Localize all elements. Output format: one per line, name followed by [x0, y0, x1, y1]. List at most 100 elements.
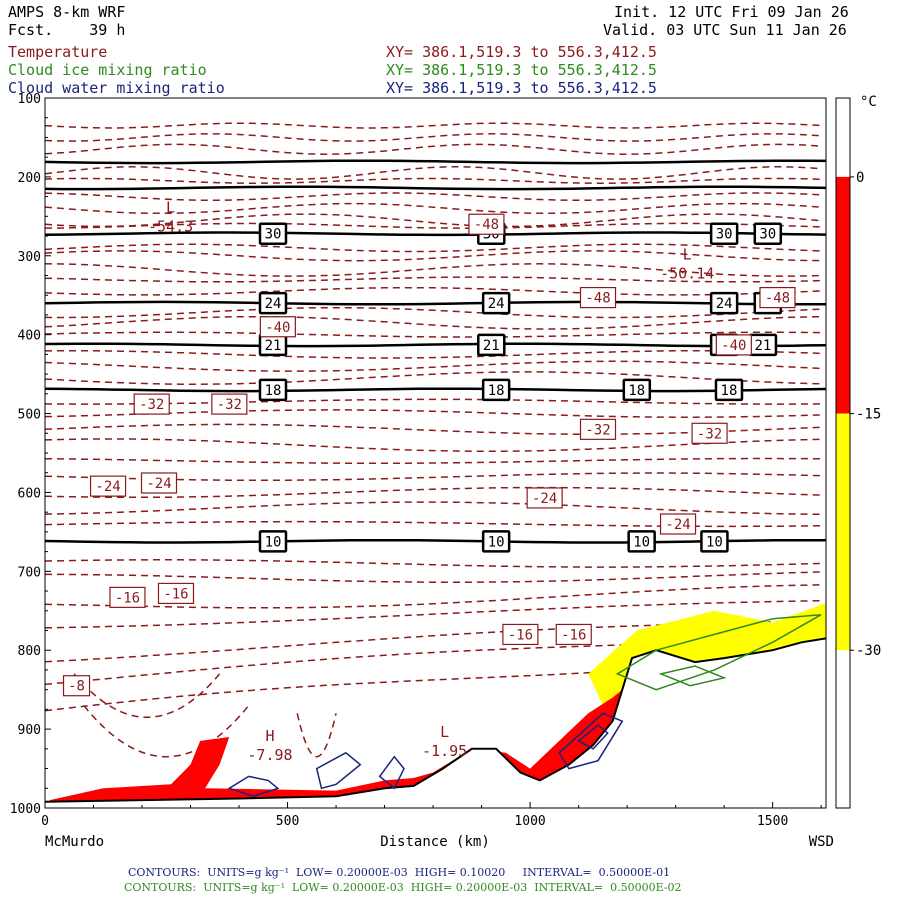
theta-label-text: 30 [265, 227, 282, 243]
forecast-hour-value: 39 h [89, 21, 126, 39]
theta-line-label: 18 [622, 378, 652, 402]
footer-contours-ice: CONTOURS: UNITS=g kg⁻¹ LOW= 0.20000E-03 … [124, 881, 682, 894]
theta-line-label: 18 [481, 378, 511, 402]
cloud-ice-contour [615, 613, 822, 691]
terrain-outline [45, 637, 826, 803]
temperature-contour [45, 315, 822, 330]
temperature-label: -48 [468, 213, 505, 235]
temperature-contour [73, 673, 221, 718]
temperature-label-box [140, 472, 178, 494]
temperature-label: -24 [89, 475, 127, 497]
theta-label-text: 30 [716, 227, 733, 243]
temperature-label-text: -40 [265, 320, 290, 336]
temperature-label-text: -8 [68, 679, 85, 695]
temperature-label: -48 [759, 286, 796, 309]
temperature-label-box [659, 513, 697, 535]
theta-line-label: 24 [258, 291, 288, 315]
temperature-contour [45, 122, 822, 129]
field-temperature-xy: XY= 386.1,519.3 to 556.3,412.5 [386, 43, 657, 61]
footer-contours-water: CONTOURS: UNITS=g kg⁻¹ LOW= 0.20000E-03 … [128, 866, 671, 879]
temperature-contour [45, 222, 822, 229]
x-right-endpoint-label: WSD [809, 834, 834, 850]
temperature-label-box [579, 286, 617, 309]
colorbar-unit: °C [860, 94, 877, 110]
theta-label-box [627, 530, 656, 553]
temperature-label-text: -48 [474, 217, 499, 233]
theta-line-label: 30 [709, 222, 739, 245]
cloud-water-contour [378, 755, 405, 790]
temperature-label-box [715, 334, 752, 356]
theta-line-label: 18 [714, 378, 744, 402]
temperature-contour [45, 599, 822, 629]
theta-line-label: 21 [748, 333, 778, 357]
theta-label-box [709, 291, 739, 315]
theta-line [45, 342, 826, 348]
temperature-contour [45, 192, 822, 201]
temperature-label: -8 [62, 675, 91, 697]
temperature-label-text: -24 [95, 479, 120, 495]
temperature-label: -40 [259, 316, 296, 338]
theta-label-box [700, 530, 729, 553]
y-tick-label: 700 [18, 565, 41, 580]
temperature-contour [45, 166, 822, 180]
init-time: Init. 12 UTC Fri 09 Jan 26 [614, 3, 849, 21]
temperature-contour [45, 619, 822, 663]
y-tick-label: 200 [18, 171, 41, 186]
field-cloud-water: Cloud water mixing ratio [8, 79, 225, 97]
temperature-label-text: -16 [163, 586, 188, 602]
temperature-contour [45, 409, 822, 418]
temperature-contour [45, 457, 822, 465]
extremum-value: -1.95 [422, 742, 467, 760]
colorbar-band [836, 98, 850, 177]
colorbar-tick-label: 0 [856, 170, 864, 186]
valid-time: Valid. 03 UTC Sun 11 Jan 26 [603, 21, 847, 39]
temperature-label-text: -24 [146, 476, 171, 492]
temperature-contour [45, 423, 822, 435]
temperature-contour [45, 559, 822, 568]
y-tick-label: 500 [18, 408, 41, 423]
temperature-contour [45, 213, 822, 228]
cloud-water-contour [577, 724, 609, 750]
temperature-label-text: -32 [697, 426, 722, 442]
y-tick-label: 900 [18, 723, 41, 738]
field-temperature: Temperature [8, 43, 108, 61]
model-title: AMPS 8-km WRF [8, 3, 126, 21]
temperature-contour [45, 438, 822, 453]
temperature-label-box [691, 422, 728, 444]
temperature-contour [45, 243, 822, 253]
extremum-value: -54.3 [148, 217, 193, 235]
temperature-contour [45, 472, 822, 482]
theta-label-text: 18 [721, 383, 738, 399]
temperature-contour [45, 520, 822, 528]
x-tick-label: 0 [41, 814, 49, 829]
temperature-label: -32 [133, 393, 170, 415]
temperature-contour [45, 286, 822, 296]
theta-label-text: 18 [628, 383, 645, 399]
temperature-label-text: -16 [561, 627, 586, 643]
x-tick-label: 500 [276, 814, 299, 829]
y-tick-label: 400 [18, 329, 41, 344]
theta-line-label: 30 [753, 222, 783, 245]
theta-label-text: 21 [265, 338, 282, 354]
theta-line-label: 21 [258, 333, 288, 357]
theta-line [45, 538, 826, 544]
theta-label-box [622, 378, 652, 402]
temperature-label: -24 [659, 513, 697, 535]
temperature-label: -24 [526, 487, 563, 509]
field-cloud-ice: Cloud ice mixing ratio [8, 61, 207, 79]
temperature-contour [45, 398, 822, 405]
x-tick-label: 1000 [514, 814, 545, 829]
temperature-contour [45, 143, 822, 155]
cloud-ice-contour [658, 665, 727, 687]
temperature-label-box [109, 586, 146, 608]
theta-label-box [258, 378, 288, 402]
extremum-letter: L [683, 246, 692, 264]
theta-line [45, 231, 826, 237]
theta-line-label: 10 [700, 530, 729, 553]
theta-label-text: 10 [488, 534, 505, 550]
extremum-value: -7.98 [247, 746, 292, 764]
temperature-contour [83, 704, 250, 758]
temperature-label-box [133, 393, 170, 415]
theta-label-text: 18 [265, 383, 282, 399]
temperature-label: -32 [211, 393, 248, 415]
